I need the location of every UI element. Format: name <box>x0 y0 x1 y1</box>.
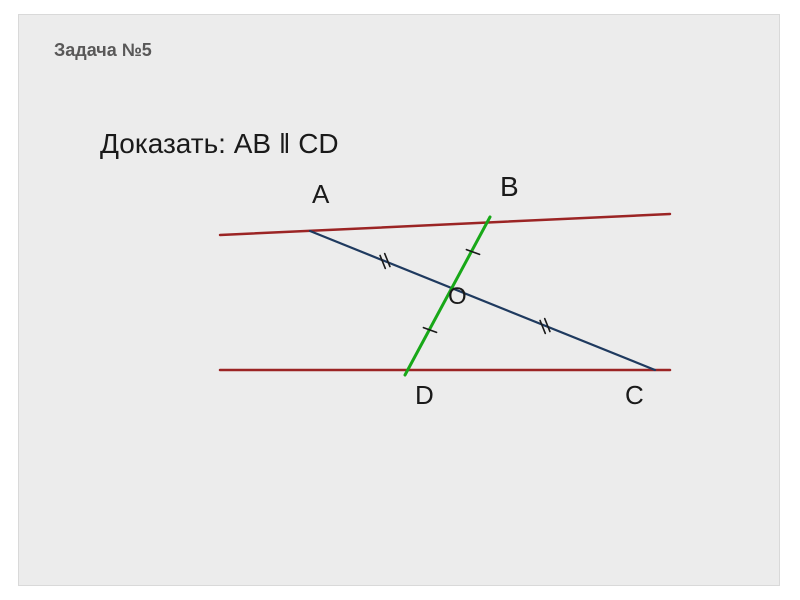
line-AB-red <box>220 214 670 235</box>
diagram-svg <box>180 175 700 435</box>
problem-statement: Доказать: АВ ǁ СD <box>100 128 339 160</box>
label-C: C <box>625 380 644 411</box>
label-B: B <box>500 171 519 203</box>
label-O: O <box>448 283 467 311</box>
slide: Задача №5 Доказать: АВ ǁ СD A B O D C <box>0 0 800 600</box>
label-A: A <box>312 179 329 210</box>
geometry-diagram: A B O D C <box>180 175 700 435</box>
label-D: D <box>415 380 434 411</box>
line-AC-blue <box>310 231 655 370</box>
problem-title: Задача №5 <box>54 40 152 61</box>
